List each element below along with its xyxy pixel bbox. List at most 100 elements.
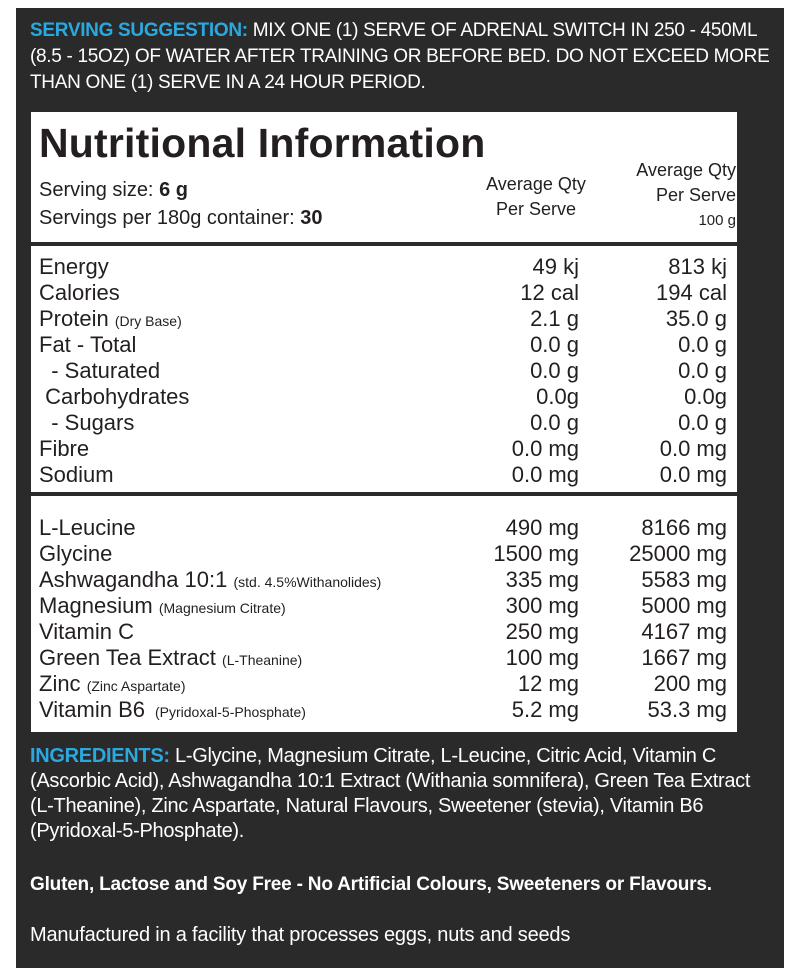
nutrient-name: Fibre <box>39 436 89 462</box>
nutrient-label: Glycine <box>39 541 113 566</box>
allergen-statement: Gluten, Lactose and Soy Free - No Artifi… <box>30 874 712 895</box>
nutrient-label: - Saturated <box>39 358 161 383</box>
nutrient-name: Green Tea Extract (L-Theanine) <box>39 645 302 671</box>
per-100g-value: 0.0 g <box>678 358 727 383</box>
table-row: Fat - Total 0.0 g 0.0 g <box>39 332 729 358</box>
nutrient-name: - Saturated <box>39 358 160 384</box>
per-serve-value: 0.0 mg <box>511 436 579 461</box>
serving-size-label: Serving size: <box>39 179 154 201</box>
col2-line2: Per Serve <box>655 185 736 205</box>
nutrient-note: (Magnesium Citrate) <box>158 600 286 616</box>
table-row: Calories 12 cal 194 cal <box>39 280 729 306</box>
nutrient-name: Fat - Total <box>39 332 136 358</box>
ingredients-section: INGREDIENTS: L-Glycine, Magnesium Citrat… <box>30 744 775 844</box>
per-100g-value: 0.0 g <box>678 332 727 357</box>
per-100g-value: 0.0 mg <box>659 436 727 461</box>
per-serve-value: 0.0 g <box>530 332 579 357</box>
nutrient-name: Magnesium (Magnesium Citrate) <box>39 593 286 619</box>
nutrient-label: Sodium <box>39 462 114 487</box>
nutrient-rows: Energy 49 kj 813 kj Calories 12 cal 194 cal Pr… <box>39 254 729 488</box>
per-100g-value: 200 mg <box>653 671 727 696</box>
facility-statement: Manufactured in a facility that processe… <box>30 924 571 946</box>
per-100g-value: 5583 mg <box>641 567 727 592</box>
servings-value: 30 <box>300 207 323 229</box>
nutrient-label: Magnesium <box>39 593 153 618</box>
per-serve-value: 49 kj <box>532 254 579 279</box>
table-row: - Sugars 0.0 g 0.0 g <box>39 410 729 436</box>
table-row: Fibre 0.0 mg 0.0 mg <box>39 436 729 462</box>
per-100g-value: 25000 mg <box>629 541 727 566</box>
per-serve-value: 0.0 g <box>530 410 579 435</box>
nutrient-name: Carbohydrates <box>39 384 189 410</box>
nutrient-note: (Dry Base) <box>114 313 182 329</box>
nutrient-name: Glycine <box>39 541 112 567</box>
per-100g-value: 1667 mg <box>641 645 727 670</box>
table-row: Ashwagandha 10:1 (std. 4.5%Withanolides)… <box>39 567 729 593</box>
per-serve-value: 100 mg <box>505 645 579 670</box>
nutrient-note: (Pyridoxal-5-Phosphate) <box>151 704 306 720</box>
col1-line1: Average Qty <box>486 174 586 194</box>
per-serve-value: 12 mg <box>517 671 579 696</box>
per-100g-value: 194 cal <box>656 280 727 305</box>
nutrient-name: - Sugars <box>39 410 134 436</box>
col2-line1: Average Qty <box>636 160 736 180</box>
serving-suggestion-label: SERVING SUGGESTION: <box>30 20 248 41</box>
nutrient-name: L-Leucine <box>39 515 136 541</box>
serving-size-value: 6 g <box>159 179 188 201</box>
nutrient-label: Protein <box>39 306 109 331</box>
table-row: Vitamin B6 (Pyridoxal-5-Phosphate) 5.2 mg… <box>39 697 729 723</box>
table-row: Energy 49 kj 813 kj <box>39 254 729 280</box>
column-header-per-100g: Average Qty Per Serve 100 g <box>616 158 736 233</box>
section-divider <box>31 492 737 496</box>
nutrient-label: Green Tea Extract <box>39 645 216 670</box>
per-100g-value: 4167 mg <box>641 619 727 644</box>
nutrient-name: Calories <box>39 280 120 306</box>
nutrient-name: Zinc (Zinc Aspartate) <box>39 671 186 697</box>
nutrient-name: Energy <box>39 254 109 280</box>
nutrition-panel: Nutritional Information Serving size: 6 … <box>31 112 737 732</box>
per-serve-value: 12 cal <box>520 280 579 305</box>
nutrient-label: Vitamin C <box>39 619 134 644</box>
table-row: - Saturated 0.0 g 0.0 g <box>39 358 729 384</box>
per-serve-value: 335 mg <box>505 567 579 592</box>
per-100g-value: 53.3 mg <box>647 697 728 722</box>
servings-label: Servings per 180g container: <box>39 207 295 229</box>
nutrient-note: (L-Theanine) <box>222 652 303 668</box>
nutrient-label: Fibre <box>39 436 90 461</box>
per-serve-value: 0.0 g <box>530 358 579 383</box>
per-serve-value: 2.1 g <box>530 306 579 331</box>
table-row: Vitamin C 250 mg 4167 mg <box>39 619 729 645</box>
table-row: Magnesium (Magnesium Citrate) 300 mg 5000 … <box>39 593 729 619</box>
nutrient-name: Sodium <box>39 462 114 488</box>
nutrient-label: L-Leucine <box>39 515 136 540</box>
per-100g-value: 0.0 mg <box>659 462 727 487</box>
column-header-per-serve: Average Qty Per Serve <box>471 172 601 222</box>
per-100g-value: 0.0 g <box>678 410 727 435</box>
ingredients-label: INGREDIENTS: <box>30 745 170 767</box>
header-divider <box>31 242 737 246</box>
nutrient-label: Zinc <box>39 671 81 696</box>
per-100g-value: 8166 mg <box>641 515 727 540</box>
serving-info: Serving size: 6 g Servings per 180g cont… <box>39 176 323 232</box>
table-row: Green Tea Extract (L-Theanine) 100 mg 1667… <box>39 645 729 671</box>
table-row: L-Leucine 490 mg 8166 mg <box>39 515 729 541</box>
nutrient-name: Vitamin C <box>39 619 134 645</box>
nutrient-label: Fat - Total <box>39 332 137 357</box>
table-row: Protein (Dry Base) 2.1 g 35.0 g <box>39 306 729 332</box>
per-100g-value: 813 kj <box>668 254 727 279</box>
per-serve-value: 300 mg <box>505 593 579 618</box>
table-row: Zinc (Zinc Aspartate) 12 mg 200 mg <box>39 671 729 697</box>
table-row: Carbohydrates 0.0g 0.0g <box>39 384 729 410</box>
nutrient-label: Vitamin B6 <box>39 697 145 722</box>
supplement-label: SERVING SUGGESTION: MIX ONE (1) SERVE OF… <box>16 8 784 968</box>
nutrient-note: (Zinc Aspartate) <box>86 678 186 694</box>
serving-suggestion: SERVING SUGGESTION: MIX ONE (1) SERVE OF… <box>30 18 770 96</box>
per-100g-value: 0.0g <box>684 384 727 409</box>
active-ingredient-rows: L-Leucine 490 mg 8166 mg Glycine 1500 mg 2500… <box>39 515 729 723</box>
per-serve-value: 1500 mg <box>493 541 579 566</box>
per-serve-value: 0.0 mg <box>511 462 579 487</box>
nutrient-label: Calories <box>39 280 120 305</box>
per-serve-value: 250 mg <box>505 619 579 644</box>
ingredients-text: L-Glycine, Magnesium Citrate, L-Leucine,… <box>30 745 751 842</box>
nutrient-label: Ashwagandha 10:1 <box>39 567 228 592</box>
